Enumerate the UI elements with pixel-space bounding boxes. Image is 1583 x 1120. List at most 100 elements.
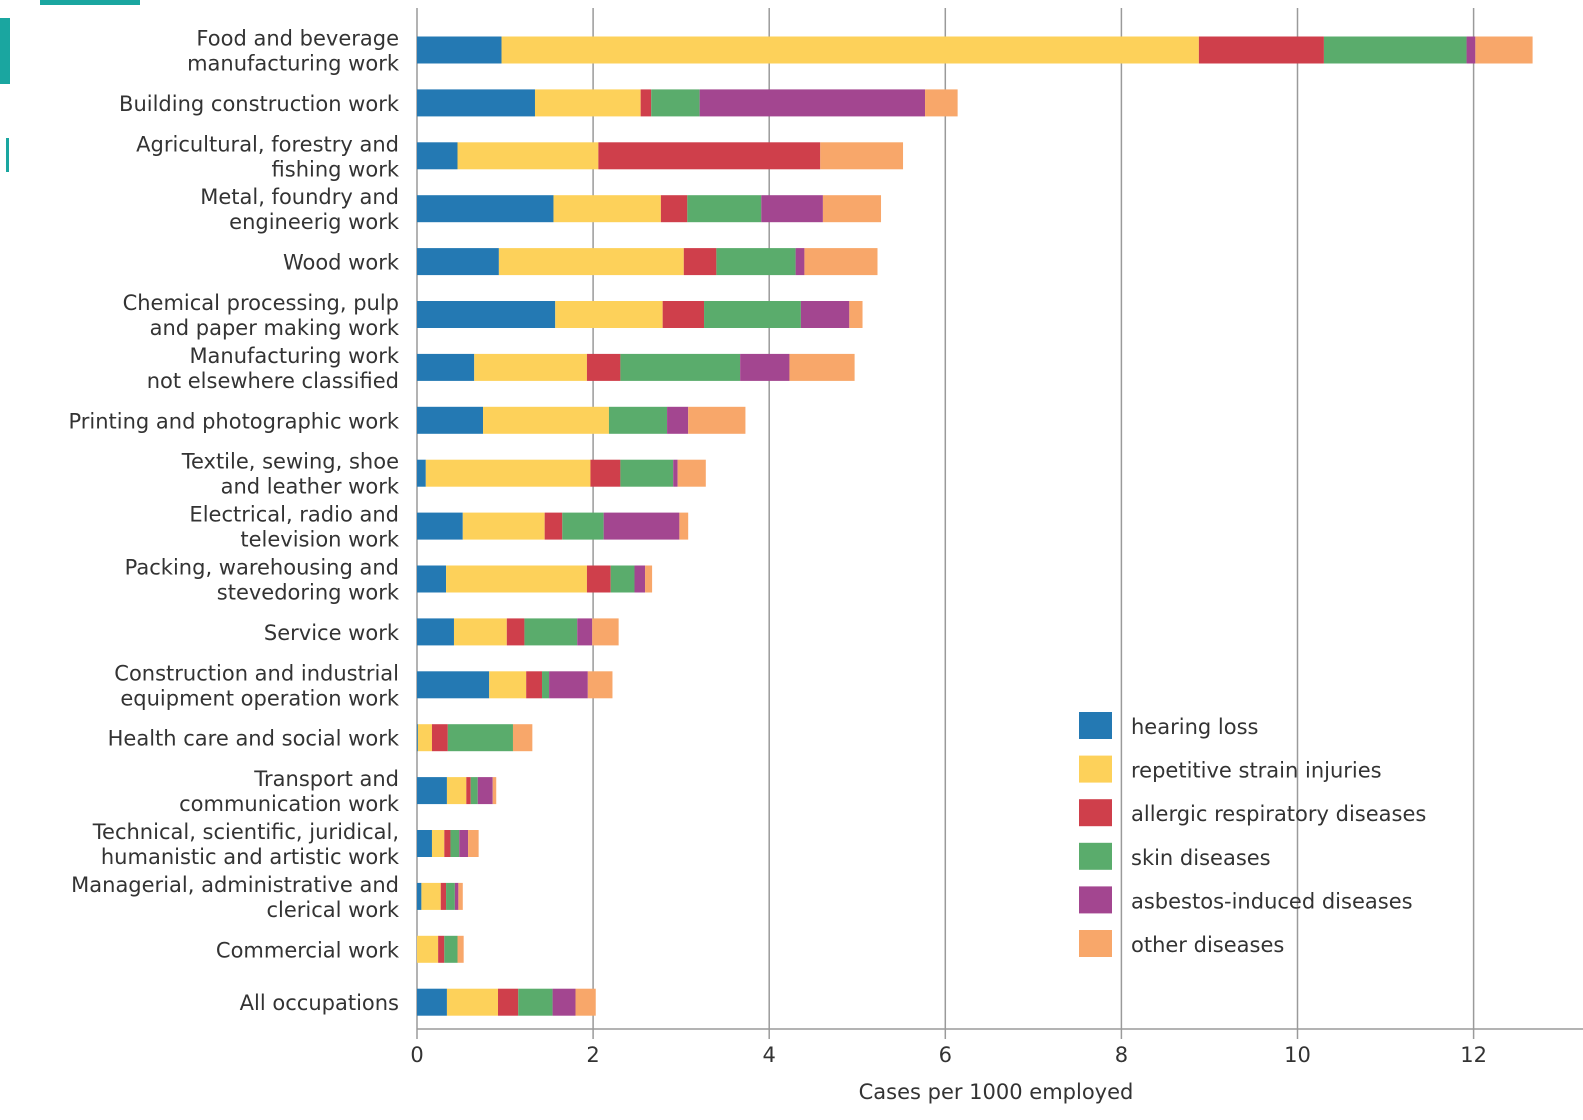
bar-segment xyxy=(789,353,855,381)
bar-segment xyxy=(575,988,596,1016)
bar-segment xyxy=(440,882,447,910)
category-label: clerical work xyxy=(266,898,399,922)
x-tick-label: 4 xyxy=(763,1043,776,1067)
x-tick-label: 10 xyxy=(1284,1043,1311,1067)
bar-segment xyxy=(446,565,587,593)
category-label: and leather work xyxy=(221,475,400,499)
bar-segment xyxy=(795,248,805,276)
bar-segment xyxy=(489,671,527,699)
bar-segment xyxy=(1198,36,1324,64)
bar-segment xyxy=(417,248,499,276)
slide-accent-tab xyxy=(0,18,10,84)
bar-segment xyxy=(417,406,484,434)
bar-segment xyxy=(526,671,543,699)
legend-swatch xyxy=(1079,886,1112,914)
legend-swatch xyxy=(1079,712,1112,739)
bar-segment xyxy=(417,195,554,223)
category-label: equipment operation work xyxy=(120,686,399,710)
bar-segment xyxy=(804,248,878,276)
legend-swatch xyxy=(1079,755,1112,783)
category-label: Health care and social work xyxy=(108,727,400,751)
bar-segment xyxy=(417,301,556,328)
bar-segment xyxy=(555,301,663,328)
bar-segment xyxy=(667,406,689,434)
bar-segment xyxy=(444,830,451,857)
bar-segment xyxy=(417,882,422,910)
x-tick-label: 0 xyxy=(410,1043,423,1067)
bar-segment xyxy=(417,988,447,1016)
bar-segment xyxy=(549,671,588,699)
bar-segment xyxy=(683,248,717,276)
bar-segment xyxy=(417,142,458,170)
bar-segment xyxy=(459,830,469,857)
legend-swatch xyxy=(1079,842,1112,870)
category-label: Service work xyxy=(264,621,400,645)
bar-segment xyxy=(651,89,700,117)
category-label: humanistic and artistic work xyxy=(101,845,400,869)
bar-segment xyxy=(498,248,684,276)
x-tick-label: 12 xyxy=(1460,1043,1487,1067)
slide-accent-mark xyxy=(6,138,9,172)
bar-segment xyxy=(417,512,463,540)
bar-segment xyxy=(501,36,1199,64)
bar-segment xyxy=(492,777,497,805)
category-label: Transport and xyxy=(253,767,399,791)
bar-segment xyxy=(679,512,689,540)
bar-segment xyxy=(506,618,525,646)
bar-segment xyxy=(417,353,475,381)
category-label: fishing work xyxy=(272,157,400,181)
bar-segment xyxy=(462,512,545,540)
legend-label: other diseases xyxy=(1131,933,1284,957)
bar-segment xyxy=(425,459,591,487)
bar-segment xyxy=(849,301,863,328)
bar-segment xyxy=(534,89,641,117)
bar-segment xyxy=(524,618,578,646)
bar-segment xyxy=(620,459,674,487)
category-label: Packing, warehousing and xyxy=(125,556,399,580)
category-label: Printing and photographic work xyxy=(68,409,399,433)
bar-segment xyxy=(417,565,447,593)
bar-segment xyxy=(431,724,448,752)
bar-segment xyxy=(417,724,418,752)
bar-segment xyxy=(598,142,821,170)
legend-label: skin diseases xyxy=(1131,846,1271,870)
category-label: Metal, foundry and xyxy=(200,185,399,209)
bar-segment xyxy=(687,195,762,223)
category-label: not elsewhere classified xyxy=(147,369,399,393)
x-tick-label: 6 xyxy=(939,1043,952,1067)
legend-swatch xyxy=(1079,930,1112,957)
legend-label: hearing loss xyxy=(1131,715,1258,739)
bar-segment xyxy=(458,882,463,910)
category-label: manufacturing work xyxy=(187,52,400,76)
bar-segment xyxy=(673,459,678,487)
category-label: communication work xyxy=(179,792,400,816)
category-label: Food and beverage xyxy=(196,27,399,51)
bar-segment xyxy=(457,142,599,170)
bar-segment xyxy=(577,618,593,646)
category-label: Manufacturing work xyxy=(189,344,399,368)
bar-segment xyxy=(512,724,533,752)
bar-segment xyxy=(608,406,668,434)
legend-label: repetitive strain injuries xyxy=(1131,759,1382,783)
bar-segment xyxy=(417,89,535,117)
bar-segment xyxy=(586,353,621,381)
x-tick-label: 2 xyxy=(586,1043,599,1067)
bar-segment xyxy=(417,724,432,752)
bar-segment xyxy=(620,353,741,381)
bar-segment xyxy=(820,142,904,170)
legend-label: asbestos-induced diseases xyxy=(1131,889,1413,913)
category-label: Construction and industrial xyxy=(114,661,399,685)
bar-segment xyxy=(1323,36,1467,64)
bar-segment xyxy=(677,459,706,487)
bar-segment xyxy=(800,301,850,328)
bar-segment xyxy=(587,671,613,699)
bar-segment xyxy=(454,882,459,910)
bar-segment xyxy=(518,988,553,1016)
bar-segment xyxy=(542,671,550,699)
category-label: stevedoring work xyxy=(217,581,400,605)
category-label: Chemical processing, pulp xyxy=(123,291,399,315)
bar-segment xyxy=(699,89,926,117)
category-label: Electrical, radio and xyxy=(189,503,399,527)
